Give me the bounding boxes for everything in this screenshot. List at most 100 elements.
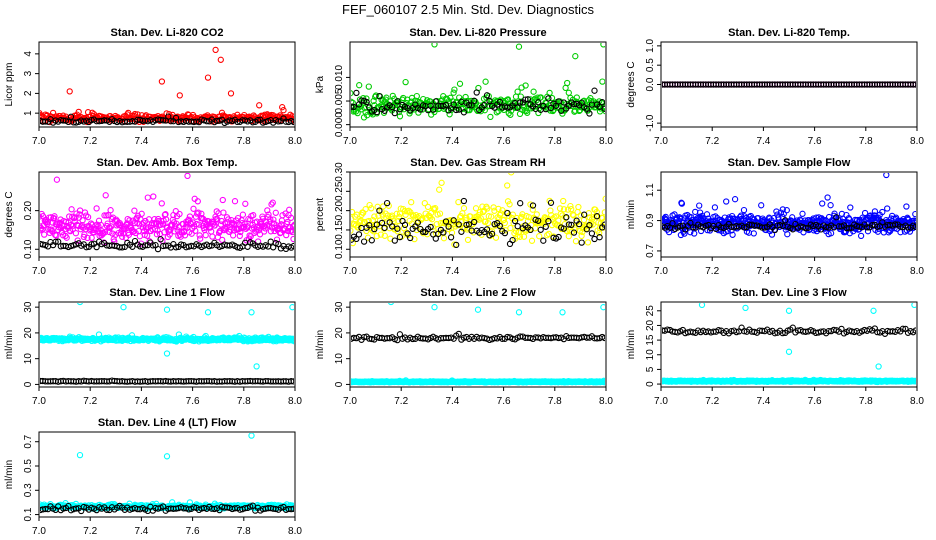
data-point-secondary xyxy=(460,197,468,205)
data-point-primary xyxy=(575,203,582,211)
y-tick-label: 0.0 xyxy=(645,77,656,91)
data-point-primary xyxy=(395,217,402,225)
outlier-point xyxy=(883,173,890,179)
data-point-secondary xyxy=(447,234,455,241)
data-point-primary xyxy=(460,205,468,212)
outlier-point xyxy=(184,173,191,180)
data-point-secondary xyxy=(483,92,491,99)
data-point-secondary xyxy=(351,103,355,110)
x-tick-label: 7.4 xyxy=(134,266,148,277)
data-point-primary xyxy=(351,99,356,107)
data-point-primary xyxy=(560,206,568,213)
data-point-primary xyxy=(913,219,916,226)
data-point-primary xyxy=(488,213,495,220)
y-tick-label: 0.1 xyxy=(23,507,34,521)
data-point-primary xyxy=(913,377,916,384)
data-point-primary xyxy=(261,228,268,235)
data-point-secondary xyxy=(60,505,67,512)
data-point-primary xyxy=(602,195,605,202)
data-point-primary xyxy=(827,230,835,237)
data-point-primary xyxy=(584,239,592,246)
outlier-point xyxy=(515,43,523,50)
outlier-point xyxy=(66,88,73,95)
data-point-primary xyxy=(270,216,277,223)
data-point-secondary xyxy=(504,104,511,111)
data-point-secondary xyxy=(277,504,285,511)
outlier-point xyxy=(248,433,255,439)
data-point-secondary xyxy=(119,244,126,251)
panel-title: Stan. Dev. Line 4 (LT) Flow xyxy=(98,417,237,429)
data-point-secondary xyxy=(468,102,475,109)
data-point-secondary xyxy=(741,224,748,231)
x-tick-label: 7.2 xyxy=(83,526,97,537)
outlier-point xyxy=(388,303,394,306)
data-point-secondary xyxy=(545,95,552,102)
data-point-secondary xyxy=(486,97,493,105)
data-point-secondary xyxy=(540,237,547,244)
y-tick-label: 20 xyxy=(645,319,656,331)
data-point-primary xyxy=(57,216,64,223)
data-point-primary xyxy=(601,209,605,216)
panel-title: Stan. Dev. Line 2 Flow xyxy=(420,287,536,299)
plot-frame xyxy=(349,301,607,388)
data-point-primary xyxy=(106,228,113,236)
outlier-point xyxy=(248,309,255,316)
data-point-primary xyxy=(579,228,586,236)
y-tick-label: 0 xyxy=(645,381,656,387)
data-point-primary xyxy=(396,108,403,116)
plot-frame xyxy=(38,301,296,388)
data-point-primary xyxy=(599,78,605,85)
data-point-primary xyxy=(501,219,508,227)
data-point-primary xyxy=(508,173,515,176)
data-point-primary xyxy=(290,235,294,243)
x-tick-label: 8.0 xyxy=(599,266,613,277)
data-point-secondary xyxy=(378,219,386,227)
data-point-primary xyxy=(428,216,436,223)
data-point-primary xyxy=(824,194,831,201)
data-point-primary xyxy=(568,205,575,213)
data-point-secondary xyxy=(483,226,491,233)
data-point-primary xyxy=(567,202,574,210)
data-point-primary xyxy=(119,233,126,240)
data-point-secondary xyxy=(463,221,470,229)
data-point-primary xyxy=(371,213,378,220)
data-point-primary xyxy=(432,205,439,212)
data-point-primary xyxy=(219,196,226,204)
points-group xyxy=(662,173,916,240)
data-point-primary xyxy=(247,216,254,223)
data-point-primary xyxy=(106,224,114,231)
data-point-primary xyxy=(158,200,165,207)
data-point-primary xyxy=(861,209,869,217)
data-point-secondary xyxy=(504,333,511,341)
data-point-primary xyxy=(379,211,386,218)
data-point-primary xyxy=(198,214,206,222)
data-point-secondary xyxy=(172,244,180,251)
y-tick-label: 3 xyxy=(23,70,34,76)
data-point-secondary xyxy=(396,331,404,338)
data-point-primary xyxy=(236,232,243,240)
data-point-secondary xyxy=(167,118,174,125)
y-axis-label: ml/min xyxy=(626,200,637,229)
y-tick-label: 0.20 xyxy=(23,200,34,220)
points-group xyxy=(351,173,605,249)
x-tick-label: 7.0 xyxy=(343,396,357,407)
data-point-secondary xyxy=(581,211,588,218)
data-point-primary xyxy=(703,211,711,218)
y-axis-label: ml/min xyxy=(4,330,15,359)
data-point-primary xyxy=(194,198,201,205)
data-point-primary xyxy=(784,231,791,238)
data-point-primary xyxy=(569,211,576,218)
outlier-point xyxy=(515,309,523,316)
y-tick-label: -1.0 xyxy=(645,114,656,132)
data-point-secondary xyxy=(586,110,593,117)
data-point-secondary xyxy=(588,230,596,237)
data-point-primary xyxy=(368,205,375,212)
x-tick-label: 8.0 xyxy=(288,526,302,537)
data-point-primary xyxy=(289,335,294,342)
data-point-secondary xyxy=(80,503,87,511)
x-tick-label: 7.6 xyxy=(186,136,200,147)
data-point-primary xyxy=(93,205,100,212)
x-tick-label: 7.4 xyxy=(134,526,148,537)
data-point-secondary xyxy=(545,218,552,225)
